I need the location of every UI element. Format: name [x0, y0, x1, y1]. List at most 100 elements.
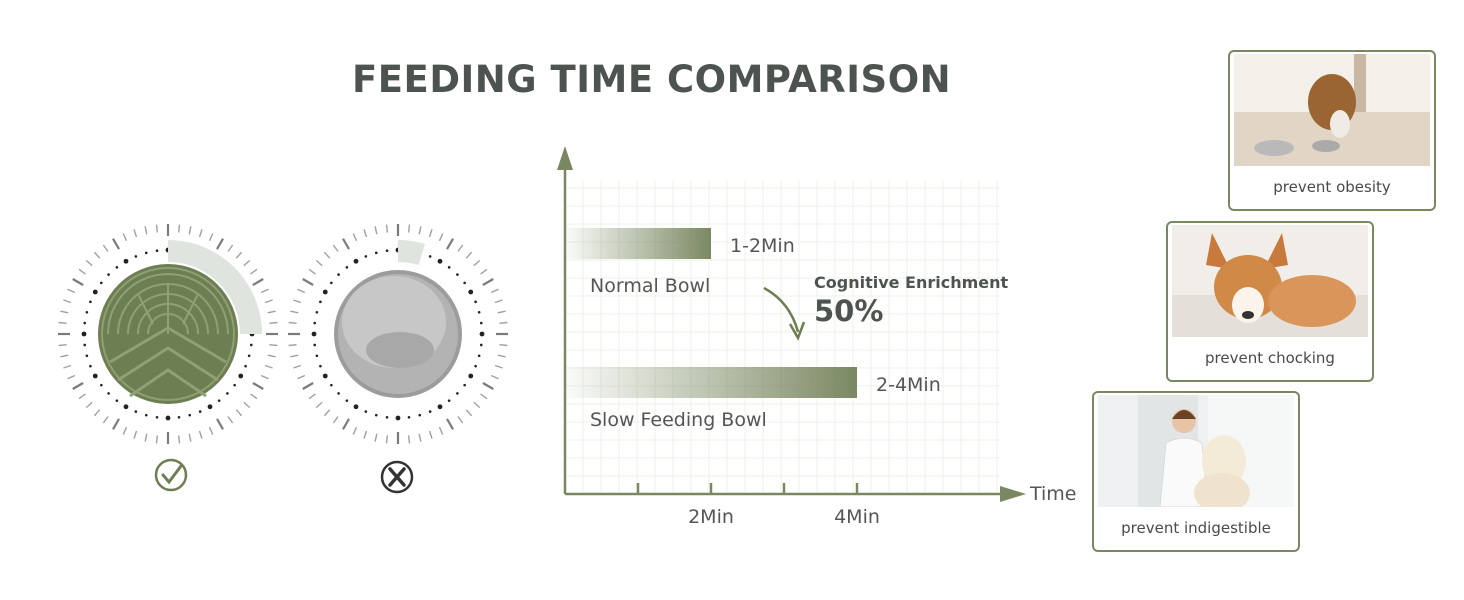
dial-dot: [155, 415, 159, 419]
dial-dot: [437, 404, 443, 410]
x-tick-label: 2Min: [688, 506, 734, 528]
dial-tick: [428, 430, 433, 439]
dial-dot: [92, 373, 98, 379]
dial-tick: [227, 244, 234, 252]
curved-arrow-icon: [763, 286, 800, 333]
dial-dot: [107, 392, 110, 395]
dial-dot: [330, 383, 333, 387]
dial-dot: [313, 343, 317, 347]
dial-tick: [332, 244, 339, 252]
dial-dot: [217, 399, 221, 402]
card-caption: prevent chocking: [1205, 349, 1335, 367]
dial-tick: [473, 401, 481, 409]
card-caption: prevent obesity: [1273, 178, 1391, 196]
dial-tick: [497, 310, 506, 314]
category-label: Normal Bowl: [590, 275, 710, 297]
dial-tick: [122, 426, 128, 435]
y-axis-arrow-icon: [557, 146, 573, 170]
dial-tick: [60, 310, 69, 314]
dial-dot: [479, 321, 483, 325]
dial-dot: [364, 255, 368, 258]
dial-tick: [243, 259, 251, 267]
dial-tick: [60, 354, 69, 358]
page-title: FEEDING TIME COMPARISON: [352, 58, 952, 101]
dial-tick: [216, 418, 224, 430]
dial-dot: [144, 251, 148, 255]
dial-tick: [407, 435, 411, 444]
slow-feeder-bowl-icon: [98, 264, 238, 404]
dog-eating-from-bowl-image: [1234, 54, 1430, 166]
dial-tick: [385, 224, 389, 233]
dial-tick: [208, 233, 214, 242]
dial-tick: [418, 226, 422, 235]
dial-dot: [385, 249, 389, 253]
dial-tick: [288, 321, 297, 325]
dial-dot: [479, 331, 485, 337]
dial-tick: [465, 409, 473, 417]
dial-dot: [226, 392, 229, 395]
dial-dot: [456, 392, 459, 395]
dial-dot: [81, 331, 87, 337]
dial-tick: [250, 268, 258, 275]
dial-tick: [144, 226, 148, 235]
dial-tick: [438, 233, 444, 242]
dial-dot: [115, 266, 119, 269]
dial-tick: [482, 278, 494, 286]
dial-tick: [133, 229, 138, 238]
dial-tick: [352, 233, 358, 242]
dial-tick: [227, 416, 234, 424]
dial-tick: [243, 401, 251, 409]
dial-dot: [428, 410, 432, 413]
dial-tick: [490, 374, 499, 380]
dial-dot: [115, 399, 119, 402]
dial-dot: [374, 251, 378, 255]
dial-dot: [89, 300, 92, 304]
dial-tick: [267, 354, 276, 358]
dial-tick: [155, 435, 159, 444]
dial-tick: [252, 382, 264, 390]
dial-dot: [247, 354, 251, 358]
benefit-card-obesity: prevent obesity: [1228, 50, 1436, 211]
dial-tick: [332, 416, 339, 424]
dial-tick: [323, 251, 331, 259]
dial-tick: [482, 382, 494, 390]
dial-dot: [311, 331, 317, 337]
dial-tick: [302, 382, 314, 390]
dial-tick: [342, 238, 350, 250]
dial-dot: [463, 383, 466, 387]
normal-bowl-icon: [334, 270, 462, 398]
dial-dot: [479, 343, 483, 347]
dial-tick: [235, 251, 243, 259]
dial-dot: [477, 310, 481, 314]
chart-grid: [564, 180, 1000, 495]
dial-dot: [198, 410, 202, 413]
vet-with-golden-retriever-image: [1098, 395, 1294, 507]
dial-dot: [437, 258, 443, 264]
dial-tick: [457, 244, 464, 252]
dial-tick: [290, 354, 299, 358]
dial-dot: [123, 258, 129, 264]
dial-tick: [58, 343, 67, 347]
bar-value-label: 2-4Min: [876, 374, 941, 396]
dial-tick: [490, 288, 499, 294]
dial-tick: [494, 299, 503, 304]
dial-tick: [465, 251, 473, 259]
dial-tick: [177, 435, 181, 444]
dial-tick: [269, 343, 278, 347]
dial-tick: [480, 393, 488, 400]
dial-tick: [67, 288, 76, 294]
dial-dot: [100, 281, 103, 285]
dial-ticks: [288, 224, 508, 444]
x-tick-label: 4Min: [834, 506, 880, 528]
dial-tick: [473, 259, 481, 267]
dial-tick: [323, 409, 331, 417]
dial-dot: [313, 321, 317, 325]
dial-tick: [235, 409, 243, 417]
dial-tick: [446, 238, 454, 250]
dial-tick: [494, 364, 503, 369]
dial-tick: [385, 435, 389, 444]
x-axis-arrow-icon: [1000, 486, 1026, 502]
dial-tick: [72, 382, 84, 390]
dial-dot: [395, 415, 401, 421]
dial-dot: [345, 266, 349, 269]
